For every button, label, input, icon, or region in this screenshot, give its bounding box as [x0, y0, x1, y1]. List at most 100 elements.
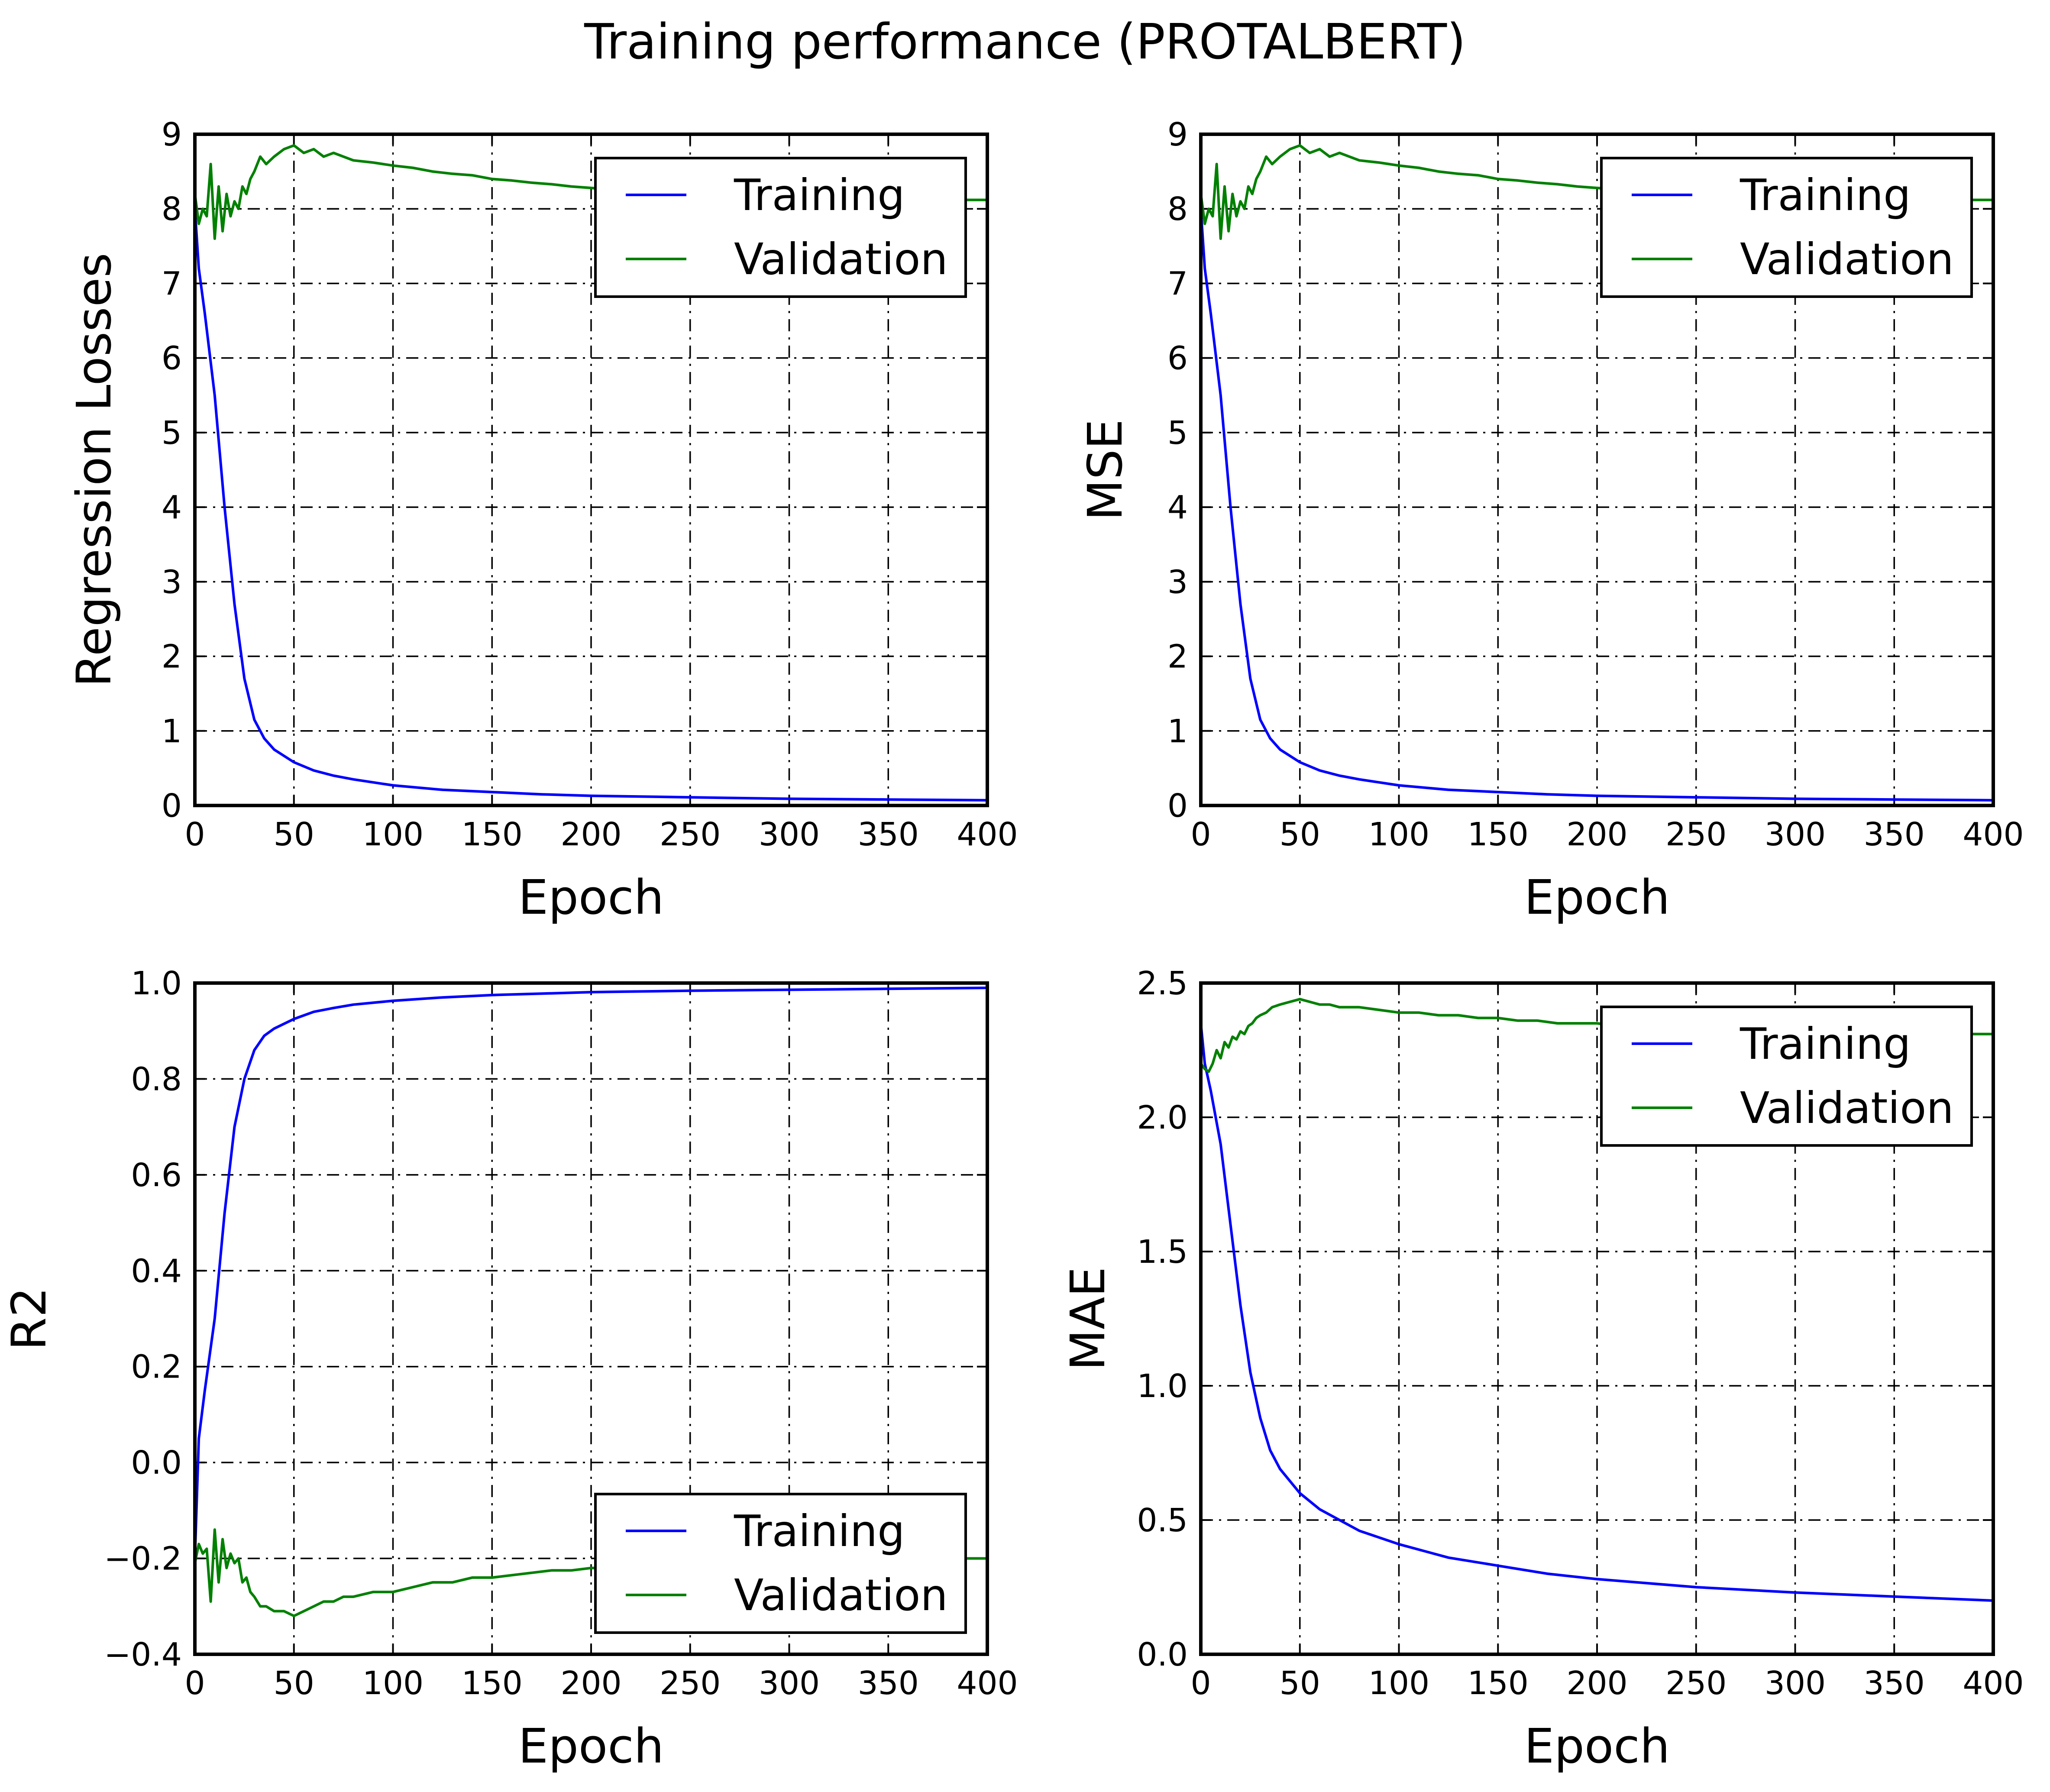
y-tick-label: 1	[162, 713, 182, 750]
legend-box	[594, 1493, 967, 1634]
x-tick-label: 50	[274, 1665, 314, 1702]
legend-label-validation: Validation	[1740, 234, 1954, 285]
x-tick-label: 150	[462, 1665, 523, 1702]
x-tick-label: 250	[1665, 816, 1727, 853]
x-tick-label: 200	[1566, 1665, 1627, 1702]
x-tick-label: 400	[957, 816, 1018, 853]
legend: Training Validation	[594, 1493, 967, 1634]
legend: Training Validation	[1600, 1006, 1973, 1147]
x-tick-label: 400	[1963, 816, 2024, 853]
y-tick-label: 2.5	[1137, 965, 1188, 1002]
y-tick-label: 1.5	[1137, 1233, 1188, 1271]
y-tick-label: 7	[1167, 265, 1188, 302]
y-tick-label: 2	[1167, 638, 1188, 676]
x-tick-label: 250	[1665, 1665, 1727, 1702]
y-tick-label: 0.4	[131, 1252, 182, 1290]
y-tick-label: 3	[1167, 563, 1188, 601]
subplot-1: 0 50 100 150 200 250 300 350 400 0 1 2 3 4 5 6 7 8 9 Epoch R…	[66, 116, 1018, 925]
x-tick-label: 150	[1468, 816, 1529, 853]
x-tick-label: 300	[759, 1665, 820, 1702]
y-tick-label: 2	[162, 638, 182, 676]
y-tick-label: 1.0	[131, 965, 182, 1002]
y-tick-label: −0.4	[104, 1636, 182, 1673]
legend-box	[594, 157, 967, 298]
x-tick-label: 350	[858, 1665, 919, 1702]
y-tick-label: 4	[162, 489, 182, 526]
legend-label-training: Training	[1740, 1019, 1911, 1069]
y-tick-label: 9	[1167, 116, 1188, 153]
y-tick-label: 0.5	[1137, 1502, 1188, 1539]
y-axis-label: Regression Losses	[66, 253, 122, 687]
legend-label-training: Training	[734, 1506, 905, 1556]
x-tick-label: 0	[1190, 1665, 1211, 1702]
x-tick-label: 100	[1368, 1665, 1429, 1702]
series-line-training	[1201, 1022, 1993, 1602]
y-tick-label: 9	[162, 116, 182, 153]
x-tick-label: 250	[660, 816, 721, 853]
y-tick-label: 2.0	[1137, 1099, 1188, 1136]
legend-label-training: Training	[1740, 170, 1911, 220]
x-tick-label: 350	[1864, 816, 1925, 853]
x-axis-label: Epoch	[1524, 1718, 1670, 1774]
y-tick-label: 5	[1167, 414, 1188, 452]
x-tick-label: 150	[1468, 1665, 1529, 1702]
y-tick-label: 1.0	[1137, 1368, 1188, 1405]
legend-label-validation: Validation	[1740, 1083, 1954, 1133]
axes-frame	[1199, 981, 1995, 1656]
y-axis-label: MAE	[1060, 1267, 1116, 1371]
legend: Training Validation	[594, 157, 967, 298]
y-tick-label: 0.8	[131, 1061, 182, 1098]
x-tick-label: 350	[858, 816, 919, 853]
series-line-training	[1201, 207, 1993, 802]
y-axis-label: R2	[1, 1287, 57, 1350]
axes-frame	[193, 981, 989, 1656]
x-tick-label: 0	[1190, 816, 1211, 853]
y-tick-label: 3	[162, 563, 182, 601]
x-tick-label: 350	[1864, 1665, 1925, 1702]
legend-label-validation: Validation	[734, 234, 948, 285]
y-tick-label: 4	[1167, 489, 1188, 526]
axes-frame	[1199, 133, 1995, 807]
x-tick-label: 50	[1280, 816, 1320, 853]
y-tick-label: 6	[1167, 340, 1188, 377]
y-tick-label: 6	[162, 340, 182, 377]
legend: Training Validation	[1600, 157, 1973, 298]
x-tick-label: 100	[362, 1665, 424, 1702]
x-tick-label: 300	[1765, 1665, 1826, 1702]
figure-title: Training performance (PROTALBERT)	[584, 14, 1466, 70]
series-line-training	[195, 207, 987, 802]
y-tick-label: 0.0	[1137, 1636, 1188, 1673]
y-tick-label: 0.2	[131, 1349, 182, 1386]
subplot-4: 0 50 100 150 200 250 300 350 400 0.0 0.5 1.0 1.5 2.0 2…	[1060, 965, 2024, 1774]
legend-label-training: Training	[734, 170, 905, 220]
subplots: 0 50 100 150 200 250 300 350 4000123456789EpochR…	[1, 116, 2024, 1774]
legend-box	[1600, 157, 1973, 298]
y-tick-label: 1	[1167, 713, 1188, 750]
x-tick-label: 0	[184, 1665, 205, 1702]
y-tick-label: 0	[1167, 787, 1188, 825]
y-tick-label: 0.6	[131, 1157, 182, 1194]
y-tick-label: 8	[1167, 191, 1188, 228]
y-tick-label: 8	[162, 191, 182, 228]
axes-frame	[193, 133, 989, 807]
x-tick-label: 0	[184, 816, 205, 853]
x-tick-label: 250	[660, 1665, 721, 1702]
legend-label-validation: Validation	[734, 1570, 948, 1621]
x-tick-label: 200	[560, 816, 621, 853]
x-tick-label: 150	[462, 816, 523, 853]
x-tick-label: 300	[1765, 816, 1826, 853]
series-line-training	[195, 987, 987, 1560]
y-tick-label: 0	[162, 787, 182, 825]
x-tick-label: 200	[560, 1665, 621, 1702]
x-tick-label: 50	[1280, 1665, 1320, 1702]
x-axis-label: Epoch	[518, 870, 664, 925]
y-tick-label: −0.2	[104, 1540, 182, 1578]
x-axis-label: Epoch	[1524, 870, 1670, 925]
x-tick-label: 400	[1963, 1665, 2024, 1702]
y-axis-label: MSE	[1077, 419, 1133, 521]
x-tick-label: 300	[759, 816, 820, 853]
x-tick-label: 200	[1566, 816, 1627, 853]
subplot-3: 0 50 100 150 200 250 300 350 400 −0.4 −0.2 0.0 0.2 0.…	[1, 965, 1018, 1774]
x-axis-label: Epoch	[518, 1718, 664, 1774]
y-tick-label: 5	[162, 414, 182, 452]
